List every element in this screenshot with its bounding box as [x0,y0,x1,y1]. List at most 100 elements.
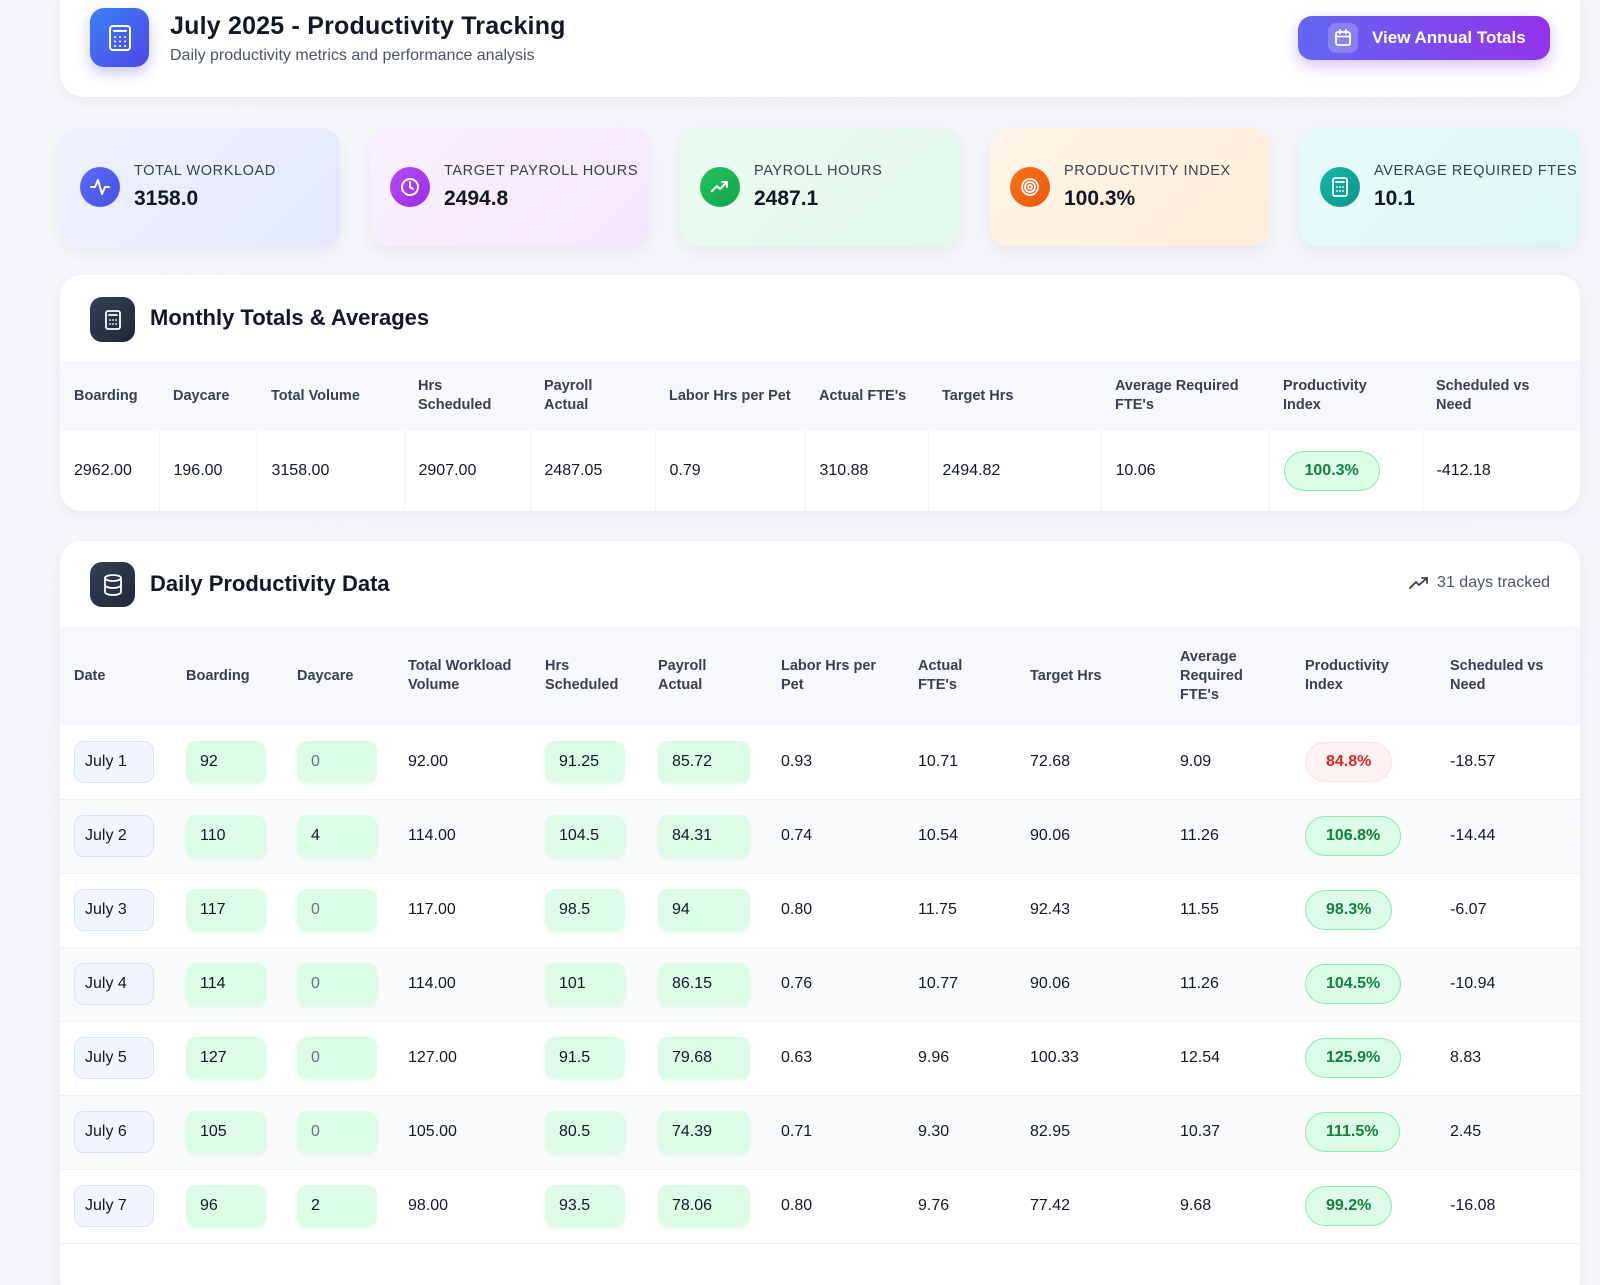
date-pill: July 5 [74,1037,154,1079]
avg-required-ftes-cell: 9.68 [1166,1169,1291,1244]
kpi-cards: TOTAL WORKLOAD 3158.0 TARGET PAYROLL HOU… [60,128,1580,246]
productivity-badge: 125.9% [1305,1038,1402,1078]
hrs-scheduled-input[interactable]: 80.5 [545,1111,625,1153]
productivity-badge: 84.8% [1305,741,1393,782]
hrs-scheduled-input[interactable]: 91.25 [545,740,625,783]
total-workload-cell: 105.00 [394,1095,531,1170]
table-header-row: Date Boarding Daycare Total Workload Vol… [60,627,1580,725]
avg-required-ftes-cell: 10.37 [1166,1095,1291,1170]
boarding-cell: 105 [172,1095,283,1170]
daycare-input[interactable]: 2 [297,1185,377,1227]
productivity-index-cell: 111.5% [1291,1095,1436,1170]
labor-hrs-per-pet-cell: 0.63 [767,1021,904,1096]
date-pill: July 6 [74,1111,154,1153]
hrs-scheduled-input[interactable]: 93.5 [545,1185,625,1227]
hrs-scheduled-input[interactable]: 101 [545,963,625,1005]
productivity-badge: 100.3% [1283,451,1380,491]
daily-productivity-table: Date Boarding Daycare Total Workload Vol… [60,627,1580,1244]
column-header: Actual FTE's [805,361,928,431]
calculator-icon [1320,167,1360,207]
boarding-input[interactable]: 117 [186,889,266,931]
kpi-label: AVERAGE REQUIRED FTES [1374,163,1578,179]
column-header: Payroll Actual [530,361,655,431]
payroll-actual-input[interactable]: 74.39 [658,1111,750,1153]
date-pill: July 2 [74,815,154,857]
productivity-badge: 98.3% [1305,890,1393,930]
daycare-input[interactable]: 4 [297,815,377,857]
actual-ftes-cell: 10.77 [904,947,1016,1022]
total-workload-cell: 117.00 [394,873,531,948]
payroll-actual-cell: 94 [644,873,767,948]
payroll-actual-input[interactable]: 79.68 [658,1037,750,1079]
payroll-actual-cell: 84.31 [644,799,767,874]
date-pill: July 1 [74,740,154,783]
date-cell: July 3 [60,873,172,948]
payroll-actual-input[interactable]: 84.31 [658,815,750,857]
daily-productivity-title: Daily Productivity Data [150,571,390,596]
daily-table-body: July 1 92 0 92.00 91.25 85.72 0.93 10.71 72.68 9.… [60,725,1580,1244]
daycare-input[interactable]: 0 [297,963,377,1005]
scheduled-vs-need-cell: -14.44 [1436,799,1580,874]
productivity-index-cell: 125.9% [1291,1021,1436,1096]
view-annual-totals-label: View Annual Totals [1372,28,1526,47]
date-pill: July 3 [74,889,154,931]
total-target-hrs: 2494.82 [928,431,1102,511]
hrs-scheduled-cell: 101 [531,947,644,1022]
table-header-row: Boarding Daycare Total Volume Hrs Schedu… [60,361,1580,431]
boarding-input[interactable]: 105 [186,1111,266,1153]
boarding-input[interactable]: 114 [186,963,266,1005]
hrs-scheduled-input[interactable]: 91.5 [545,1037,625,1079]
payroll-actual-input[interactable]: 78.06 [658,1185,750,1227]
avg-required-ftes-cell: 11.26 [1166,799,1291,874]
boarding-input[interactable]: 92 [186,740,266,783]
date-cell: July 5 [60,1021,172,1096]
header-text: July 2025 - Productivity Tracking Daily … [170,12,566,65]
date-pill: July 7 [74,1185,154,1227]
hrs-scheduled-input[interactable]: 104.5 [545,815,625,857]
total-boarding: 2962.00 [60,431,160,511]
payroll-actual-input[interactable]: 94 [658,889,750,931]
total-scheduled-vs-need: -412.18 [1422,431,1580,511]
boarding-input[interactable]: 127 [186,1037,266,1079]
target-hrs-cell: 77.42 [1016,1169,1166,1244]
hrs-scheduled-input[interactable]: 98.5 [545,889,625,931]
daycare-cell: 0 [283,1021,394,1096]
table-row: 2962.00 196.00 3158.00 2907.00 2487.05 0… [60,431,1580,511]
column-header: Average Required FTE's [1166,627,1291,725]
view-annual-totals-button[interactable]: View Annual Totals [1298,16,1550,60]
daycare-input[interactable]: 0 [297,889,377,931]
daycare-cell: 2 [283,1169,394,1244]
column-header: Total Workload Volume [394,627,531,725]
scheduled-vs-need-cell: -6.07 [1436,873,1580,948]
total-volume: 3158.00 [257,431,405,511]
scheduled-vs-need-cell: 2.45 [1436,1095,1580,1170]
daycare-cell: 0 [283,947,394,1022]
total-hrs-scheduled: 2907.00 [404,431,531,511]
payroll-actual-input[interactable]: 86.15 [658,963,750,1005]
total-payroll-actual: 2487.05 [530,431,656,511]
payroll-actual-cell: 86.15 [644,947,767,1022]
table-row: July 4 114 0 114.00 101 86.15 0.76 10.77 90.06 11… [60,947,1580,1022]
hrs-scheduled-cell: 80.5 [531,1095,644,1170]
productivity-index-cell: 106.8% [1291,799,1436,874]
actual-ftes-cell: 10.71 [904,725,1016,800]
kpi-value: 100.3% [1064,187,1136,210]
boarding-cell: 114 [172,947,283,1022]
monthly-totals-header: Monthly Totals & Averages [60,275,1580,361]
target-hrs-cell: 72.68 [1016,725,1166,800]
boarding-cell: 92 [172,725,283,800]
total-workload-cell: 114.00 [394,799,531,874]
daycare-input[interactable]: 0 [297,740,377,783]
daycare-input[interactable]: 0 [297,1111,377,1153]
productivity-badge: 106.8% [1305,816,1402,856]
boarding-input[interactable]: 110 [186,815,266,857]
date-cell: July 1 [60,725,172,800]
payroll-actual-input[interactable]: 85.72 [658,740,750,783]
column-header: Total Volume [257,361,404,431]
labor-hrs-per-pet-cell: 0.80 [767,873,904,948]
column-header: Average Required FTE's [1101,361,1269,431]
column-header: Actual FTE's [904,627,1016,725]
daycare-input[interactable]: 0 [297,1037,377,1079]
boarding-input[interactable]: 96 [186,1185,266,1227]
payroll-actual-cell: 85.72 [644,725,767,800]
